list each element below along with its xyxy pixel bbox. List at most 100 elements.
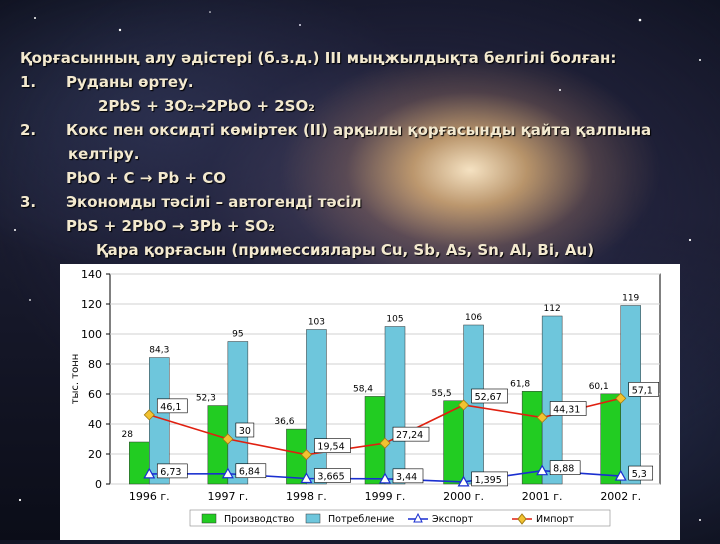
- equation-3: PbS + 2PbO → 3Pb + SO₂: [66, 217, 275, 235]
- export-marker: [378, 472, 392, 484]
- bar-value-label: 119: [622, 294, 639, 304]
- data-label-box: [156, 398, 188, 414]
- y-tick-label: 60: [88, 388, 102, 401]
- bar-production: [207, 405, 229, 485]
- data-label-box: [549, 460, 581, 475]
- import-marker: [300, 449, 312, 461]
- y-tick-label: 80: [88, 358, 102, 371]
- x-tick-label: 1999 г.: [365, 490, 406, 503]
- method-2-continued: келтіру.: [68, 145, 140, 163]
- data-label: 44,31: [553, 405, 580, 416]
- bar-value-label: 55,5: [432, 389, 452, 399]
- legend-label: Экспорт: [432, 514, 474, 525]
- export-marker: [457, 475, 470, 487]
- data-label-box: [314, 468, 351, 483]
- method-2-number: 2.: [20, 121, 37, 139]
- y-tick-label: 20: [88, 448, 102, 461]
- y-tick-label: 0: [95, 478, 102, 491]
- import-marker: [222, 433, 234, 445]
- import-marker: [615, 392, 627, 404]
- data-label-box: [156, 463, 188, 479]
- bar-value-label: 106: [465, 313, 482, 323]
- x-tick-label: 2002 г.: [600, 490, 641, 503]
- legend-label: Импорт: [536, 514, 574, 525]
- legend-label: Потребление: [328, 514, 395, 525]
- data-label-box: [628, 465, 654, 481]
- data-label-box: [314, 438, 351, 453]
- x-tick-label: 1996 г.: [129, 490, 170, 503]
- legend-label: Производство: [224, 514, 295, 525]
- data-label: 1,395: [475, 475, 502, 486]
- x-tick-label: 2001 г.: [522, 490, 563, 503]
- data-label: 57,1: [632, 385, 653, 396]
- method-3-number: 3.: [20, 193, 37, 211]
- data-label: 52,67: [475, 392, 502, 403]
- data-label-box: [235, 463, 267, 479]
- data-label: 6,84: [239, 467, 260, 478]
- export-marker: [536, 464, 549, 476]
- equation-1: 2PbS + 3O₂→2PbO + 2SO₂: [98, 97, 315, 115]
- export-marker: [300, 472, 313, 484]
- bar-production: [600, 393, 621, 485]
- bar-value-label: 103: [308, 318, 325, 328]
- import-marker: [458, 399, 470, 411]
- import-marker: [143, 409, 155, 421]
- data-label: 46,1: [160, 402, 181, 413]
- data-label-box: [392, 468, 424, 484]
- bar-value-label: 36,6: [274, 417, 294, 427]
- data-label-box: [392, 426, 430, 442]
- data-label: 27,24: [396, 430, 423, 441]
- method-1-text: Руданы өртеу.: [66, 73, 194, 91]
- bar-value-label: 28: [122, 430, 134, 440]
- equation-2: PbO + C → Pb + CO: [66, 169, 227, 187]
- bar-production: [364, 396, 386, 485]
- method-3: 3. Экономды тәсілі – автогенді тәсіл: [20, 190, 710, 214]
- method-3-text: Экономды тәсілі – автогенді тәсіл: [66, 193, 362, 211]
- bar-consumption: [541, 315, 563, 485]
- method-2: 2. Кокс пен оксидті көміртек (II) арқылы…: [20, 118, 710, 142]
- black-lead-note: Қара қорғасын (примессиялары Cu, Sb, As,…: [96, 241, 595, 259]
- x-tick-label: 2000 г.: [443, 490, 484, 503]
- method-1-number: 1.: [20, 73, 37, 91]
- export-marker: [614, 469, 627, 481]
- import-marker: [379, 437, 391, 449]
- x-tick-label: 1998 г.: [286, 490, 327, 503]
- bar-consumption: [384, 326, 406, 485]
- data-label-box: [628, 382, 660, 397]
- bar-value-label: 61,8: [510, 379, 530, 389]
- legend-swatch: [201, 513, 217, 524]
- y-tick-label: 40: [88, 418, 102, 431]
- bar-value-label: 105: [386, 315, 403, 325]
- data-label: 6,73: [160, 467, 181, 478]
- legend-marker: [517, 513, 527, 525]
- data-label-box: [235, 422, 255, 438]
- data-label: 5,3: [632, 469, 647, 480]
- export-marker: [143, 467, 156, 479]
- lead-chart-svg: 0 20 40 60 80 100 120 140 тыс. тонн 1996 г. 1997 г…: [60, 264, 680, 540]
- data-label: 8,88: [553, 464, 574, 475]
- legend-box: [189, 509, 611, 527]
- data-label: 19,54: [317, 442, 344, 453]
- x-tick-label: 1997 г.: [207, 490, 248, 503]
- data-label-box: [471, 471, 508, 487]
- data-label: 30: [239, 426, 251, 437]
- data-label: 3,44: [396, 472, 417, 483]
- y-tick-label: 140: [81, 268, 102, 281]
- data-label: 3,665: [317, 472, 344, 483]
- export-marker: [221, 467, 234, 479]
- data-label-box: [471, 388, 508, 404]
- y-tick-label: 120: [81, 298, 102, 311]
- bar-consumption: [306, 329, 327, 485]
- lead-chart: 0 20 40 60 80 100 120 140 тыс. тонн 1996 г. 1997 г…: [60, 264, 680, 540]
- bar-value-label: 95: [232, 330, 243, 340]
- y-axis-label: тыс. тонн: [70, 354, 81, 405]
- bar-value-label: 58,4: [353, 384, 373, 394]
- import-marker: [536, 411, 548, 424]
- bar-value-label: 52,3: [196, 394, 216, 404]
- bar-value-label: 84,3: [149, 346, 169, 356]
- bar-value-label: 60,1: [589, 382, 609, 392]
- bar-value-label: 112: [544, 304, 561, 314]
- data-label-box: [549, 401, 587, 416]
- bar-consumption: [227, 341, 249, 485]
